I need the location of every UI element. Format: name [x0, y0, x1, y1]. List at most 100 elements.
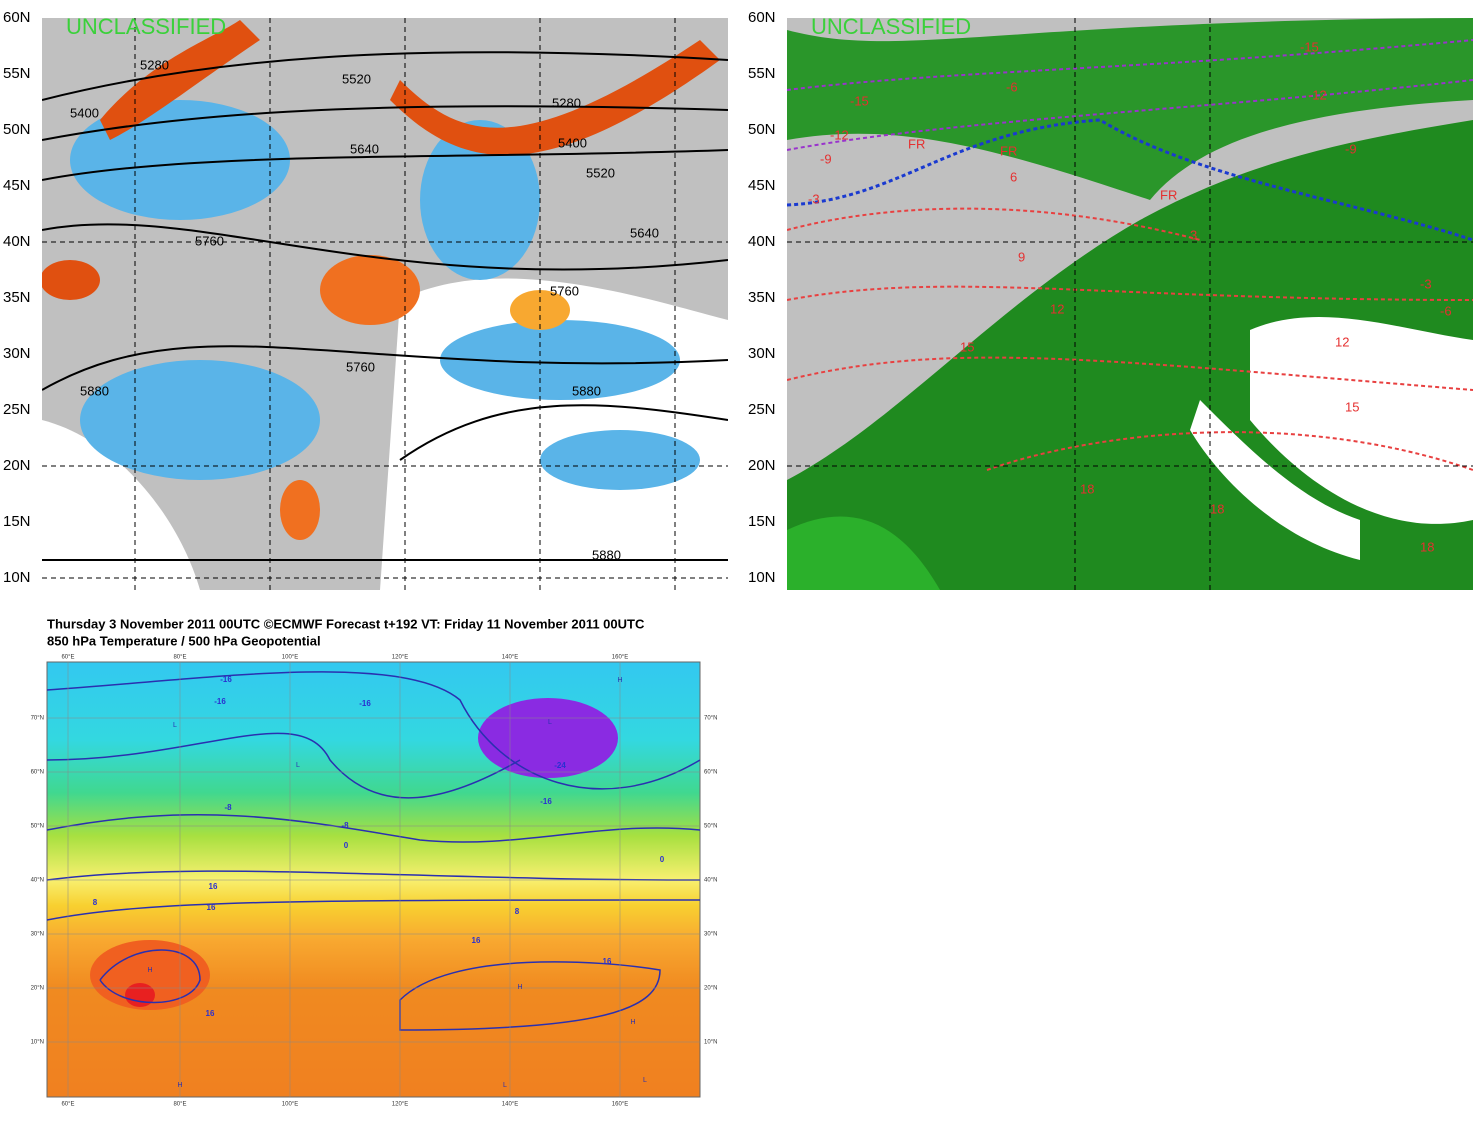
lat-label: 40°N [31, 878, 44, 884]
contour-label: 12 [1050, 301, 1064, 316]
lat-label: 30N [748, 345, 776, 362]
lat-label: 40N [748, 233, 776, 250]
contour-label: -12 [830, 127, 849, 142]
contour-label: 8 [515, 907, 520, 916]
lat-label: 20N [3, 457, 31, 474]
lon-label: 60°E [61, 1102, 74, 1108]
lat-label: 10°N [31, 1040, 44, 1046]
pressure-label: L [643, 1077, 647, 1084]
contour-label: -3 [808, 191, 820, 206]
contour-label: 16 [209, 882, 218, 891]
lat-label: 35N [3, 289, 31, 306]
lat-label: 15N [3, 513, 31, 530]
contour-label: 5280 [552, 95, 581, 110]
lat-label: 20°N [31, 986, 44, 992]
contour-label: 12 [1335, 334, 1349, 349]
contour-label: -12 [1308, 87, 1327, 102]
lat-label: 30°N [704, 932, 717, 938]
contour-label: 9 [1018, 249, 1025, 264]
lat-label: 60N [748, 9, 776, 26]
contour-label: -16 [214, 697, 226, 706]
lat-label: 45N [748, 177, 776, 194]
lat-label: 50N [3, 121, 31, 138]
map-1 [42, 18, 728, 590]
lat-label: 25N [748, 401, 776, 418]
contour-label: 0 [344, 841, 349, 850]
lat-label: 55N [3, 65, 31, 82]
pressure-label: L [503, 1082, 507, 1089]
pressure-label: L [173, 722, 177, 729]
lon-label: 100°E [282, 1102, 298, 1108]
contour-label: 5760 [550, 283, 579, 298]
contour-label: 3 [1190, 227, 1197, 242]
contour-label: 5400 [558, 135, 587, 150]
lon-label: 140°E [502, 655, 518, 661]
lon-label: 80°E [173, 1102, 186, 1108]
lon-label: 140°E [502, 1102, 518, 1108]
pressure-label: H [517, 984, 522, 991]
contour-label: 15 [1345, 399, 1359, 414]
lat-label: 10°N [704, 1040, 717, 1046]
contour-label: 16 [207, 903, 216, 912]
contour-label: -3 [1420, 276, 1432, 291]
pressure-label: H [630, 1019, 635, 1026]
contour-label: 18 [1420, 539, 1434, 554]
contour-label: -9 [820, 151, 832, 166]
contour-label: 0 [660, 855, 665, 864]
lon-label: 60°E [61, 655, 74, 661]
lat-label: 10N [3, 569, 31, 586]
contour-label: -24 [554, 761, 566, 770]
lon-label: 120°E [392, 1102, 408, 1108]
title: Thursday 3 November 2011 00UTC ©ECMWF Fo… [47, 616, 645, 631]
contour-label: 8 [93, 898, 98, 907]
lon-label: 160°E [612, 655, 628, 661]
lat-label: 50°N [31, 824, 44, 830]
pressure-label: L [296, 762, 300, 769]
contour-label: 5640 [630, 225, 659, 240]
contour-label: 5280 [140, 57, 169, 72]
contour-label: 5880 [572, 383, 601, 398]
contour-label: 16 [472, 936, 481, 945]
lon-label: 100°E [282, 655, 298, 661]
contour-label: 6 [1010, 169, 1017, 184]
contour-label: -16 [540, 797, 552, 806]
lon-label: 160°E [612, 1102, 628, 1108]
contour-label: 5760 [195, 233, 224, 248]
lat-label: 60°N [704, 770, 717, 776]
pressure-label: H [177, 1082, 182, 1089]
lat-label: 60N [3, 9, 31, 26]
lat-label: 55N [748, 65, 776, 82]
lat-label: 40N [3, 233, 31, 250]
lat-label: 20°N [704, 986, 717, 992]
contour-label: -8 [224, 803, 232, 812]
lat-label: 35N [748, 289, 776, 306]
contour-label: 18 [1080, 481, 1094, 496]
lat-label: 45N [3, 177, 31, 194]
contour-label: -6 [1440, 303, 1452, 318]
lat-label: 60°N [31, 770, 44, 776]
contour-label: 16 [206, 1009, 215, 1018]
contour-label: 16 [603, 957, 612, 966]
grid [42, 18, 728, 590]
contour-label: -16 [220, 675, 232, 684]
contour-label: -15 [1300, 39, 1319, 54]
contour-label: -9 [1345, 141, 1357, 156]
contour-label: FR [1000, 143, 1017, 158]
pressure-label: L [548, 719, 552, 726]
contour-label: 15 [960, 339, 974, 354]
watermark: UNCLASSIFIED [811, 14, 971, 39]
contour-label: 18 [1210, 501, 1224, 516]
lon-label: 80°E [173, 655, 186, 661]
lat-label: 50N [748, 121, 776, 138]
lat-label: 50°N [704, 824, 717, 830]
contour-label: -15 [850, 93, 869, 108]
contour-label: -8 [341, 821, 349, 830]
map-3: Thursday 3 November 2011 00UTC ©ECMWF Fo… [46, 616, 701, 1098]
lat-label: 25N [3, 401, 31, 418]
pressure-label: H [147, 967, 152, 974]
map-2 [787, 18, 1473, 590]
lat-label: 15N [748, 513, 776, 530]
contour-label: 5760 [346, 359, 375, 374]
